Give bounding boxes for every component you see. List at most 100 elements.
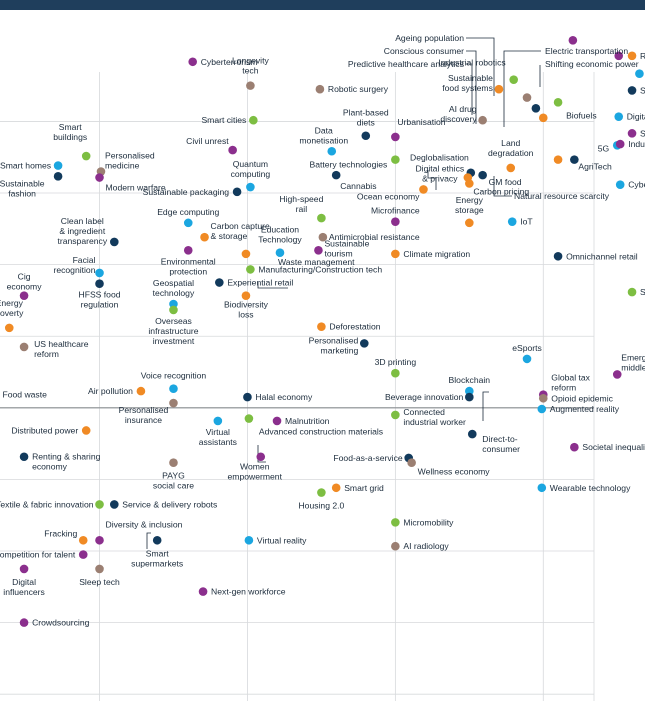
point-housing-2-0[interactable]: [317, 488, 326, 497]
point-microfinance[interactable]: [391, 217, 400, 226]
point-us-healthcare-reform[interactable]: [19, 342, 29, 352]
point-connected-industrial-worker[interactable]: [391, 410, 400, 420]
point-robotic-surgery[interactable]: [315, 84, 325, 94]
point-civil-unrest[interactable]: [228, 145, 237, 155]
point-agritech[interactable]: [570, 155, 579, 164]
point-service-delivery-robots[interactable]: [110, 500, 119, 509]
point-high-speed-rail[interactable]: [317, 213, 326, 223]
point-crowdsourcing[interactable]: [19, 618, 29, 627]
point-cig-economy[interactable]: [19, 291, 29, 300]
point-digital-influencers[interactable]: [19, 564, 29, 574]
point-energy-poverty[interactable]: [4, 323, 14, 333]
point-emerging-middle-class[interactable]: [612, 370, 622, 379]
point-payg-social-care[interactable]: [169, 458, 178, 468]
point-ai-radiology[interactable]: [391, 541, 400, 551]
point-wearable-technology[interactable]: [537, 483, 547, 493]
point-next-gen-workforce[interactable]: [198, 587, 208, 596]
point-biodiversity-loss[interactable]: [241, 291, 251, 300]
point-waste-management[interactable]: [241, 249, 251, 259]
point-beverage-innovation[interactable]: [465, 392, 474, 402]
point-air-pollution[interactable]: [136, 386, 146, 396]
point-cybersecurity[interactable]: [615, 180, 625, 189]
point-virtual-reality[interactable]: [244, 535, 254, 545]
point-clean-label-ingredient-transparency[interactable]: [110, 237, 119, 247]
point-manufacturing-construction-tech[interactable]: [246, 265, 255, 274]
point-facial-recognition[interactable]: [95, 268, 104, 278]
point-sustainable-fashion[interactable]: [53, 172, 63, 181]
point-voice-recognition[interactable]: [169, 384, 178, 394]
point-sleep-tech[interactable]: [95, 564, 104, 574]
point-renewable-energy[interactable]: [627, 51, 637, 61]
point-plant-based-diets[interactable]: [361, 131, 371, 141]
point-direct-to-consumer[interactable]: [467, 429, 477, 439]
point-ocean-economy[interactable]: [419, 185, 428, 194]
point-women-empowerment[interactable]: [256, 452, 266, 462]
point-data-monetisation[interactable]: [327, 146, 337, 156]
point-malnutrition[interactable]: [272, 416, 282, 426]
point-3d-printing[interactable]: [391, 368, 400, 378]
point-sustainable-tourism[interactable]: [314, 246, 323, 255]
point-textile-fabric-innovation[interactable]: [95, 500, 104, 509]
point-smart-buildings[interactable]: [81, 151, 91, 161]
point-omnichannel-retail[interactable]: [553, 251, 563, 261]
point-advanced-construction-materials[interactable]: [244, 414, 254, 423]
point-fracking[interactable]: [78, 535, 88, 545]
point-land-degradation[interactable]: [506, 163, 516, 173]
point-ai-drug-discovery[interactable]: [478, 115, 487, 125]
point-blockchain[interactable]: [465, 386, 474, 396]
point-societal-inequality[interactable]: [570, 442, 579, 452]
point-digital-payments-fintech[interactable]: [614, 112, 624, 121]
point-geospatial-technology[interactable]: [169, 299, 178, 309]
point-carbon-pricing[interactable]: [465, 179, 474, 188]
point-biofuels[interactable]: [553, 98, 563, 107]
point-virtual-assistants[interactable]: [213, 416, 223, 426]
point-cannabis[interactable]: [331, 170, 341, 180]
point-sustainable-food-systems[interactable]: [494, 84, 504, 94]
point-artificial-intelligence[interactable]: [635, 69, 644, 78]
point-quantum-computing[interactable]: [246, 182, 255, 192]
point-carbon-capture-storage[interactable]: [200, 232, 209, 242]
point-diversity-inclusion[interactable]: [95, 535, 104, 545]
point-deforestation[interactable]: [317, 322, 326, 331]
point-edge-computing[interactable]: [183, 218, 193, 228]
point-antimicrobial-resistance[interactable]: [318, 232, 328, 242]
point-education-technology[interactable]: [275, 248, 285, 257]
point-urbanisation[interactable]: [391, 132, 400, 142]
point-streaming-economy[interactable]: [627, 86, 637, 95]
point-smart-roads[interactable]: [627, 129, 637, 138]
point-environmental-protection[interactable]: [183, 246, 193, 255]
point-ageing-population[interactable]: [522, 93, 532, 102]
point-conscious-consumer[interactable]: [531, 104, 541, 113]
point-competition-for-talent[interactable]: [78, 550, 88, 559]
point-personalised-marketing[interactable]: [359, 339, 369, 348]
point-experiential-retail[interactable]: [215, 278, 224, 287]
point-micromobility[interactable]: [391, 518, 400, 527]
point-gm-food[interactable]: [478, 170, 487, 180]
point-natural-resource-scarcity[interactable]: [553, 155, 563, 164]
point-wellness-economy[interactable]: [407, 458, 416, 468]
point-longevity-tech[interactable]: [246, 81, 255, 90]
point-industry-4-0[interactable]: [615, 139, 625, 149]
point-augmented-reality[interactable]: [537, 404, 547, 414]
point-cyberterrorism[interactable]: [188, 57, 198, 67]
point-industrial-robotics[interactable]: [509, 75, 518, 84]
point-modern-warfare[interactable]: [95, 173, 104, 182]
point-overseas-infrastructure-investment[interactable]: [169, 305, 178, 315]
point-esports[interactable]: [522, 354, 532, 364]
point-electric-transportation[interactable]: [568, 35, 578, 45]
point-smart-grid[interactable]: [331, 483, 341, 493]
point-opioid-epidemic[interactable]: [538, 393, 548, 403]
point-personalised-insurance[interactable]: [169, 398, 178, 408]
point-smart-homes[interactable]: [53, 161, 63, 170]
point-halal-economy[interactable]: [243, 392, 252, 402]
point-climate-migration[interactable]: [391, 249, 400, 259]
point-renting-sharing-economy[interactable]: [19, 452, 29, 462]
point-predictive-healthcare-analytics[interactable]: [538, 113, 548, 123]
point-smart-cities[interactable]: [249, 115, 258, 125]
point-shared-mobility[interactable]: [627, 287, 637, 297]
point-distributed-power[interactable]: [81, 426, 91, 435]
point-iot[interactable]: [507, 217, 517, 226]
point-battery-technologies[interactable]: [391, 155, 400, 164]
point-shifting-economic-power[interactable]: [614, 51, 624, 61]
point-sustainable-packaging[interactable]: [232, 187, 242, 197]
